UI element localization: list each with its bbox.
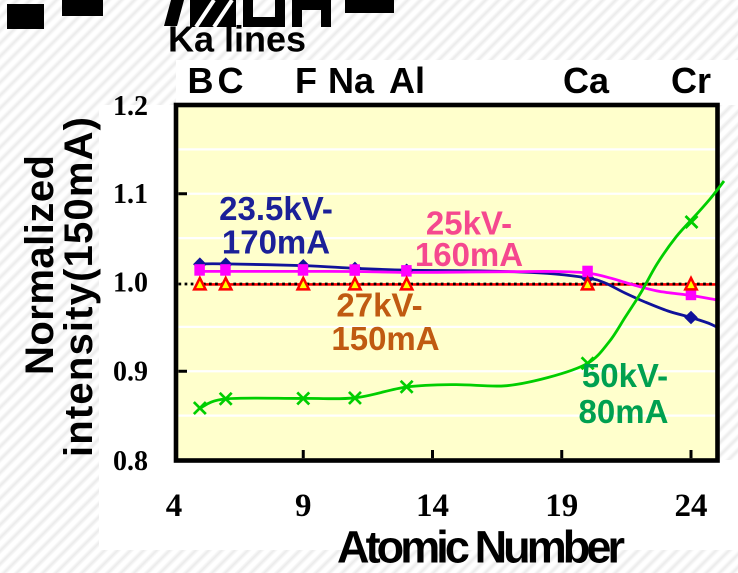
svg-text:Al: Al	[389, 60, 425, 101]
svg-text:0.9: 0.9	[113, 357, 148, 388]
svg-text:Cr: Cr	[671, 60, 711, 101]
svg-text:Normalized: Normalized	[18, 155, 62, 375]
svg-text:80mA: 80mA	[579, 393, 669, 430]
svg-text:23.5kV-: 23.5kV-	[219, 190, 333, 227]
svg-text:Na: Na	[328, 60, 375, 101]
svg-text:0.8: 0.8	[113, 446, 148, 477]
svg-text:14: 14	[416, 488, 449, 524]
svg-text:F: F	[295, 60, 317, 101]
svg-text:intensity(150mA): intensity(150mA)	[57, 117, 101, 457]
svg-text:25kV-: 25kV-	[426, 205, 512, 242]
svg-text:24: 24	[675, 488, 708, 524]
svg-text:50kV-: 50kV-	[582, 357, 668, 394]
svg-text:9: 9	[295, 488, 312, 524]
svg-text:Ka lines: Ka lines	[168, 19, 306, 60]
svg-text:Ca: Ca	[563, 60, 610, 101]
svg-text:4: 4	[166, 488, 183, 524]
svg-text:150mA: 150mA	[331, 320, 439, 357]
svg-text:170mA: 170mA	[222, 224, 330, 261]
svg-text:1.2: 1.2	[113, 91, 148, 122]
svg-text:27kV-: 27kV-	[336, 287, 422, 324]
svg-text:1.0: 1.0	[113, 267, 148, 298]
svg-text:B: B	[188, 60, 214, 101]
svg-text:Atomic Number: Atomic Number	[337, 522, 625, 573]
svg-text:C: C	[218, 60, 244, 101]
svg-text:1.1: 1.1	[113, 179, 148, 210]
svg-text:160mA: 160mA	[415, 236, 523, 273]
svg-text:19: 19	[545, 488, 578, 524]
